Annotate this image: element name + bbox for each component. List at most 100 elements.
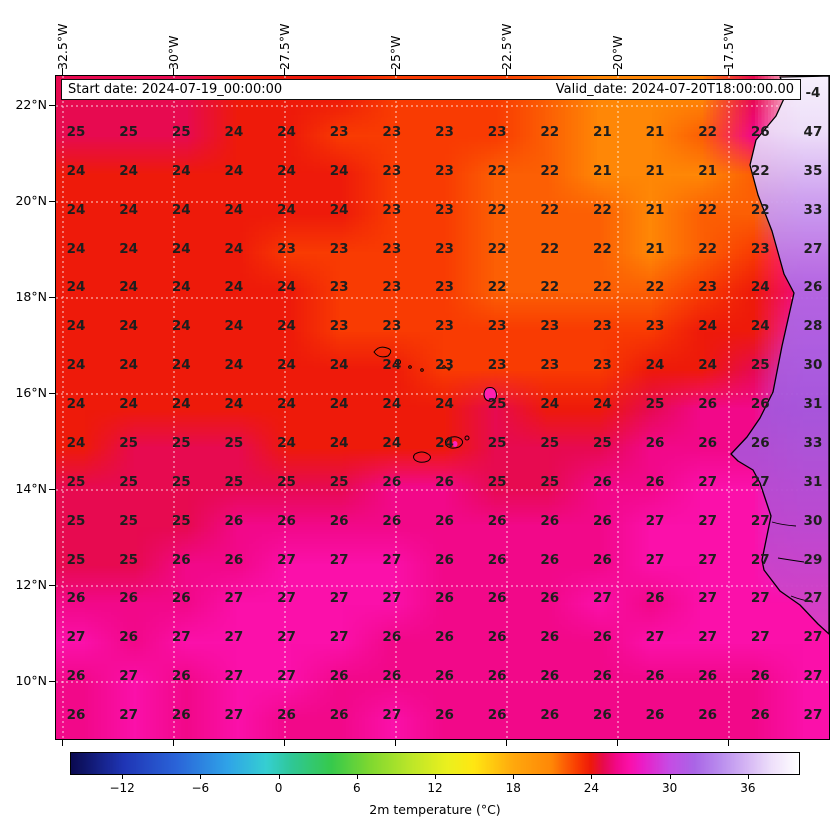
temperature-value: 27 [698, 551, 718, 568]
temperature-value: 30 [803, 357, 823, 374]
temperature-value: 25 [66, 512, 86, 529]
temperature-value: 26 [487, 629, 507, 646]
temperature-value: 23 [329, 279, 349, 296]
colorbar-tick [435, 775, 436, 779]
temperature-value: 24 [224, 123, 244, 140]
temperature-value: 23 [435, 279, 454, 296]
island-dot [408, 365, 412, 369]
temperature-value: 24 [119, 162, 139, 179]
temperature-value: 22 [487, 240, 507, 257]
temperature-value: 27 [66, 629, 86, 646]
temperature-value: 27 [171, 629, 191, 646]
longitude-tick-label: 22.5°W [499, 23, 514, 70]
island-outline [373, 346, 392, 358]
temperature-value: 21 [645, 162, 665, 179]
temperature-value: 25 [540, 434, 560, 451]
temperature-value: 27 [277, 668, 296, 685]
temperature-value: 27 [382, 590, 402, 607]
temperature-value: 26 [645, 668, 665, 685]
temperature-value: 25 [487, 396, 507, 412]
temperature-value: 24 [119, 279, 139, 296]
colorbar-label: 2m temperature (°C) [369, 802, 501, 817]
temperature-value: 26 [329, 512, 349, 529]
temperature-value: 27 [329, 590, 349, 607]
temperature-value: 24 [277, 318, 296, 335]
longitude-tick-label: 25°W [388, 35, 403, 70]
map-gridlines [56, 76, 829, 739]
temperature-value: 26 [487, 551, 507, 568]
colorbar-tick-label: 0 [274, 781, 283, 795]
axis-tick [49, 489, 55, 490]
longitude-tick-label: 32.5°W [55, 23, 70, 70]
temperature-value: 25 [171, 434, 191, 451]
temperature-value: 24 [66, 279, 86, 296]
longitude-tick-label: 20°W [610, 35, 625, 70]
temperature-value: 21 [645, 240, 665, 257]
colorbar-tick-label: 36 [740, 781, 756, 795]
temperature-value: 23 [435, 357, 454, 374]
temperature-value: 25 [119, 512, 139, 529]
start-date-label: Start date: 2024-07-19_00:00:00 [68, 82, 283, 97]
temperature-value: 24 [750, 279, 770, 296]
temperature-value: 26 [119, 629, 139, 646]
temperature-value: 24 [750, 318, 770, 335]
title-bar: Start date: 2024-07-19_00:00:00 Valid_da… [61, 79, 801, 100]
temperature-value: 26 [435, 590, 454, 607]
temperature-value: 24 [224, 201, 244, 218]
temperature-value: 27 [645, 629, 665, 646]
temperature-value: 23 [487, 357, 507, 374]
temperature-value: 24 [277, 396, 296, 412]
temperature-value: 26 [698, 434, 718, 451]
temperature-value: 23 [750, 240, 770, 257]
temperature-value: 24 [119, 318, 139, 335]
temperature-value: 24 [277, 201, 296, 218]
temperature-value: 26 [645, 473, 665, 490]
temperature-value: 24 [329, 434, 349, 451]
temperature-value: 26 [382, 512, 402, 529]
temperature-value: 24 [66, 201, 86, 218]
island-outline [464, 435, 470, 441]
temperature-value: 26 [435, 629, 454, 646]
temperature-value: 31 [803, 396, 823, 412]
temperature-value: 27 [277, 629, 296, 646]
temperature-value: 27 [750, 473, 770, 490]
temperature-value: 25 [119, 123, 139, 140]
island-filled [483, 387, 497, 402]
temperature-value: 23 [435, 240, 454, 257]
temperature-value: 24 [119, 240, 139, 257]
colorbar-tick-label: 6 [352, 781, 361, 795]
temperature-value: 26 [592, 551, 612, 568]
temperature-value: 27 [803, 629, 823, 646]
temperature-value: 24 [698, 357, 718, 374]
axis-tick [395, 740, 396, 746]
axis-tick [49, 585, 55, 586]
temperature-value: 29 [803, 551, 823, 568]
temperature-value: 22 [540, 162, 560, 179]
temperature-value: 26 [698, 707, 718, 723]
temperature-value: 25 [119, 473, 139, 490]
temperature-value: 25 [66, 473, 86, 490]
temperature-value: 26 [645, 434, 665, 451]
temperature-value: 24 [66, 162, 86, 179]
temperature-value: 22 [645, 279, 665, 296]
temperature-value: 26 [435, 707, 454, 723]
temperature-value: 25 [750, 357, 770, 374]
temperature-value: 24 [171, 162, 191, 179]
temperature-value: 23 [382, 318, 402, 335]
temperature-value: 22 [540, 201, 560, 218]
temperature-value: 27 [803, 668, 823, 685]
latitude-tick-label: 18°N [15, 289, 47, 304]
temperature-value: 26 [435, 668, 454, 685]
temperature-value: 26 [119, 590, 139, 607]
temperature-value: 24 [171, 357, 191, 374]
temperature-value: 22 [487, 201, 507, 218]
temperature-value: 27 [698, 590, 718, 607]
temperature-value: 26 [329, 668, 349, 685]
temperature-value: 26 [66, 707, 86, 723]
temperature-value: 22 [592, 201, 612, 218]
axis-tick [49, 681, 55, 682]
axis-tick [728, 740, 729, 746]
temperature-value: 47 [803, 123, 823, 140]
axis-tick [617, 740, 618, 746]
